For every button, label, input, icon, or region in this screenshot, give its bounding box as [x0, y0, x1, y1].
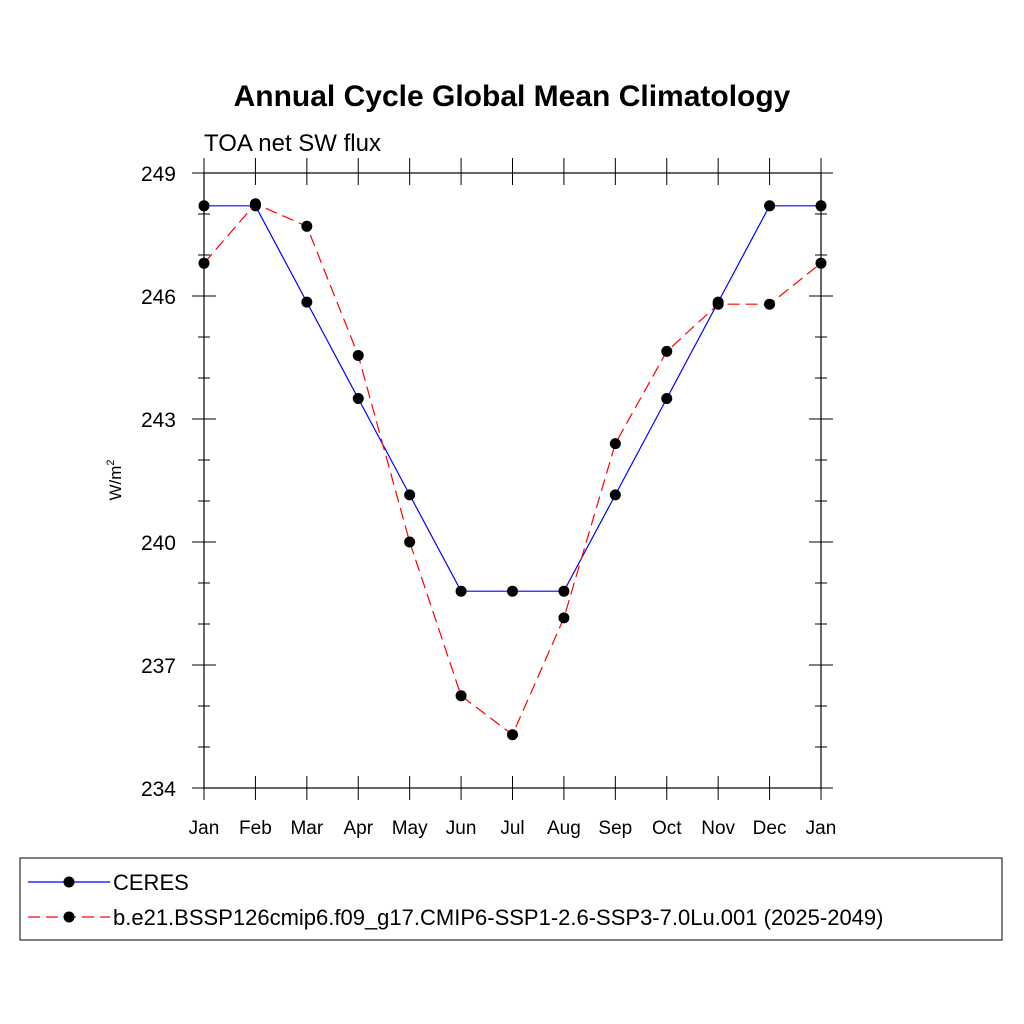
x-tick-label: May [392, 818, 428, 839]
plot-frame [203, 172, 822, 789]
series-2-point [301, 220, 313, 232]
y-axis-label: W/m2 [105, 459, 125, 500]
series-layer [198, 198, 827, 741]
series-2-point [352, 349, 364, 361]
x-tick-label: Oct [652, 818, 682, 839]
y-tick-label: 234 [141, 778, 176, 801]
y-axis-label-superscript: 2 [105, 459, 117, 465]
chart-title: Annual Cycle Global Mean Climatology [234, 80, 791, 113]
legend-marker-1 [63, 876, 75, 888]
x-tick-label: Jan [806, 818, 837, 839]
series-2-point [712, 298, 724, 310]
x-tick-label: Dec [753, 818, 787, 839]
series-2-point [455, 690, 467, 702]
series-2-point [558, 612, 570, 624]
legend-marker-2 [63, 911, 75, 923]
x-tick-label: Aug [547, 818, 581, 839]
legend-label-1: CERES [113, 870, 189, 895]
x-tick-label: Sep [598, 818, 632, 839]
series-1-point [815, 200, 827, 212]
series-2-point [764, 298, 776, 310]
series-1-point [352, 393, 364, 404]
x-tick-label: Feb [239, 818, 272, 839]
series-line-1 [204, 205, 821, 592]
x-tick-label: Nov [701, 818, 735, 839]
series-2-point [609, 438, 621, 450]
legend: CERES b.e21.BSSP126cmip6.f09_g17.CMIP6-SS… [28, 870, 883, 930]
x-axis: Jan Feb Mar Apr May Jun Jul Aug Sep Oct Nov Dec Jan [189, 158, 837, 839]
legend-label-2: b.e21.BSSP126cmip6.f09_g17.CMIP6-SSP1-2.… [113, 905, 883, 930]
chart-subtitle: TOA net SW flux [204, 130, 381, 157]
y-tick-label: 237 [141, 655, 176, 678]
x-tick-label: Apr [343, 818, 373, 839]
series-2-point [249, 198, 261, 210]
x-tick-label: Jan [189, 818, 220, 839]
y-tick-label: 243 [141, 409, 176, 432]
series-2-point [404, 536, 416, 548]
series-1-point [455, 585, 467, 597]
series-2-point [661, 345, 673, 357]
series-1-point [507, 585, 518, 597]
x-tick-label: Jul [500, 818, 524, 839]
series-2-point [507, 729, 518, 741]
y-tick-label: 240 [141, 532, 176, 555]
series-1-point [198, 200, 210, 212]
series-1-point [558, 585, 570, 597]
series-1-point [661, 393, 673, 404]
series-2-point [815, 257, 827, 269]
series-1-point [764, 200, 776, 212]
series-1-point [609, 489, 621, 501]
series-1-point [404, 489, 416, 501]
series-1-point [301, 296, 313, 308]
x-tick-label: Mar [290, 818, 323, 839]
x-tick-label: Jun [446, 818, 477, 839]
y-tick-label: 246 [141, 286, 176, 309]
legend-box [19, 857, 1003, 941]
series-2-point [198, 257, 210, 269]
y-axis-label-base: W/m [106, 466, 125, 501]
y-axis: 234 237 240 243 246 249 [141, 163, 833, 801]
y-tick-label: 249 [141, 163, 176, 186]
